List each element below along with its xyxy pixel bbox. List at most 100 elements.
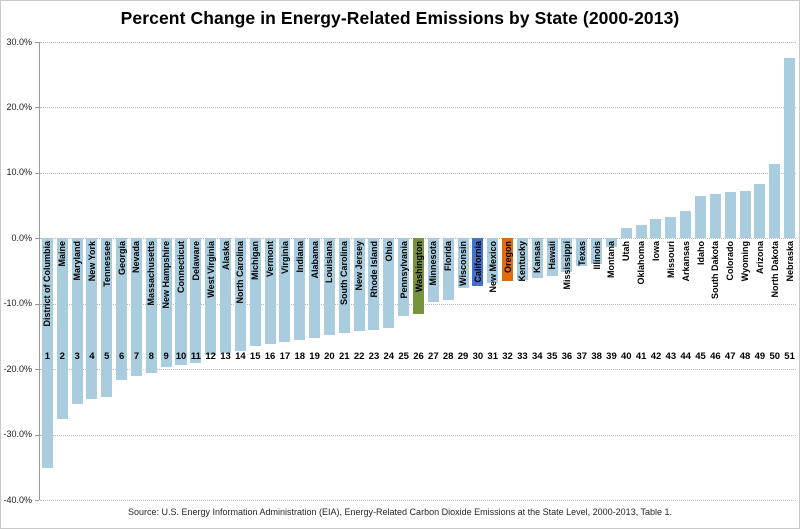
- state-label-idaho: Idaho: [695, 241, 706, 266]
- rank-label-6: 6: [118, 351, 125, 362]
- gridline-20: [40, 107, 796, 109]
- state-label-washington: Washington: [413, 241, 424, 293]
- bar-south-carolina: [338, 238, 350, 334]
- bar-wyoming: [739, 191, 751, 239]
- rank-label-4: 4: [89, 351, 95, 362]
- state-label-north-dakota: North Dakota: [769, 241, 780, 298]
- state-label-montana: Montana: [606, 241, 617, 279]
- state-label-alaska: Alaska: [220, 241, 231, 271]
- rank-label-25: 25: [398, 351, 409, 362]
- rank-label-10: 10: [175, 351, 187, 362]
- rank-label-2: 2: [59, 351, 65, 362]
- axis-tick: [35, 42, 39, 43]
- state-label-utah: Utah: [621, 241, 632, 262]
- bar-virginia: [279, 238, 291, 342]
- state-label-maine: Maine: [57, 241, 68, 267]
- bar-idaho: [694, 195, 707, 239]
- rank-label-23: 23: [368, 351, 380, 362]
- rank-label-5: 5: [104, 351, 110, 362]
- state-label-oklahoma: Oklahoma: [636, 241, 647, 285]
- state-label-new-york: New York: [86, 241, 97, 282]
- rank-label-32: 32: [502, 351, 513, 362]
- bar-west-virginia: [205, 238, 217, 355]
- state-label-south-carolina: South Carolina: [339, 241, 350, 306]
- bar-north-carolina: [234, 238, 246, 352]
- rank-label-21: 21: [338, 351, 350, 362]
- state-label-mississippi: Mississippi: [561, 241, 572, 290]
- state-label-michigan: Michigan: [250, 241, 261, 281]
- y-axis-tick-label: -40.0%: [3, 494, 32, 505]
- state-label-wisconsin: Wisconsin: [458, 241, 469, 287]
- y-axis-tick-label: 10.0%: [6, 167, 32, 178]
- bar-michigan: [249, 238, 261, 347]
- axis-tick: [35, 369, 39, 371]
- state-label-illinois: Illinois: [591, 241, 602, 270]
- bar-pennsylvania: [398, 238, 410, 317]
- rank-label-42: 42: [650, 351, 662, 362]
- gridline-30: [40, 42, 796, 43]
- bar-georgia: [116, 238, 128, 380]
- bar-kentucky: [516, 238, 528, 280]
- state-label-texas: Texas: [576, 241, 587, 267]
- rank-label-46: 46: [710, 351, 721, 362]
- bar-vermont: [264, 238, 276, 345]
- bar-oklahoma: [635, 225, 647, 239]
- bar-nebraska: [784, 58, 796, 239]
- rank-label-3: 3: [74, 351, 80, 362]
- bar-iowa: [650, 218, 662, 239]
- state-label-rhode-island: Rhode Island: [368, 241, 379, 298]
- bar-florida: [442, 238, 454, 300]
- rank-label-7: 7: [133, 351, 140, 362]
- bar-indiana: [294, 238, 306, 341]
- state-label-west-virginia: West Virginia: [205, 241, 216, 298]
- state-label-alabama: Alabama: [309, 241, 320, 279]
- bar-new-jersey: [353, 238, 365, 332]
- state-label-pennsylvania: Pennsylvania: [398, 241, 409, 299]
- rank-label-29: 29: [457, 351, 469, 362]
- bar-new-hampshire: [160, 238, 172, 367]
- state-label-new-jersey: New Jersey: [354, 241, 365, 291]
- bar-missouri: [665, 216, 677, 239]
- y-axis-tick-label: 30.0%: [6, 36, 32, 47]
- bar-wisconsin: [457, 238, 469, 288]
- state-label-minnesota: Minnesota: [428, 241, 439, 286]
- bar-south-dakota: [709, 194, 721, 239]
- bar-washington: [412, 238, 424, 315]
- gridline-10: [40, 172, 796, 174]
- bar-arkansas: [680, 210, 692, 239]
- bar-maine: [56, 238, 68, 419]
- rank-label-15: 15: [249, 351, 261, 362]
- y-axis-tick-label: 0.0%: [11, 232, 32, 243]
- rank-label-13: 13: [220, 351, 231, 362]
- rank-label-48: 48: [739, 351, 751, 362]
- rank-label-44: 44: [680, 351, 691, 362]
- state-label-new-mexico: New Mexico: [487, 241, 498, 293]
- bar-massachusetts: [145, 238, 157, 374]
- rank-label-51: 51: [784, 351, 795, 362]
- rank-label-31: 31: [487, 351, 498, 362]
- state-label-tennessee: Tennessee: [101, 241, 112, 288]
- rank-label-8: 8: [148, 351, 154, 362]
- y-axis-tick-label: -20.0%: [3, 363, 32, 374]
- rank-label-36: 36: [561, 351, 573, 362]
- state-label-vermont: Vermont: [265, 241, 276, 278]
- gridline--40: [40, 500, 796, 501]
- rank-label-33: 33: [517, 351, 528, 362]
- rank-label-49: 49: [754, 351, 766, 362]
- rank-label-14: 14: [235, 351, 246, 362]
- state-label-kansas: Kansas: [532, 241, 543, 274]
- plot-area: District of Columbia 1 Maine 2 Maryland 3 New …: [39, 42, 796, 501]
- state-label-virginia: Virginia: [279, 241, 290, 275]
- rank-label-50: 50: [769, 351, 781, 362]
- rank-label-47: 47: [724, 351, 736, 362]
- axis-tick: [35, 107, 39, 109]
- rank-label-26: 26: [413, 351, 424, 362]
- axis-tick: [35, 434, 39, 436]
- bar-rhode-island: [368, 238, 380, 330]
- state-label-california: California: [472, 241, 483, 283]
- rank-label-39: 39: [606, 351, 617, 362]
- rank-label-43: 43: [665, 351, 677, 362]
- gridline--20: [40, 369, 796, 371]
- state-label-maryland: Maryland: [72, 241, 83, 281]
